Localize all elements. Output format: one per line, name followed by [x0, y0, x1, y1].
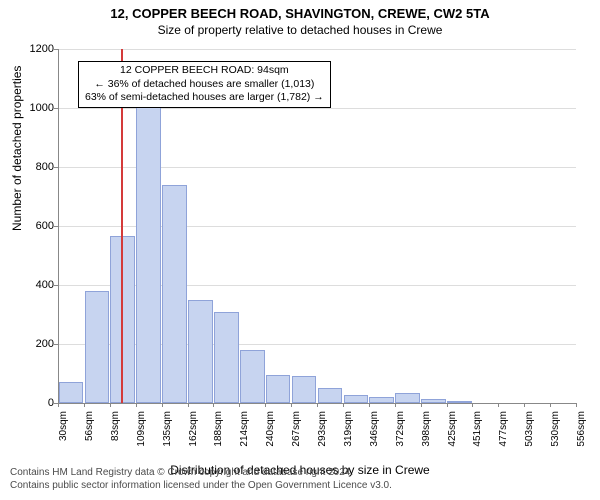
x-tick-label: 135sqm [162, 411, 173, 451]
histogram-bar [292, 376, 317, 403]
histogram-bar [59, 382, 84, 403]
y-tick-label: 1200 [4, 43, 54, 55]
y-axis-label: Number of detached properties [10, 66, 24, 231]
histogram-bar [85, 291, 110, 403]
histogram-bar [318, 388, 343, 403]
x-tick-label: 398sqm [421, 411, 432, 451]
y-axis [58, 49, 59, 403]
histogram-bar [395, 393, 420, 403]
histogram-bar [240, 350, 265, 403]
x-tick-label: 425sqm [447, 411, 458, 451]
y-tick-label: 200 [4, 338, 54, 350]
footer-line: Contains HM Land Registry data © Crown c… [10, 466, 590, 479]
x-tick-label: 188sqm [213, 411, 224, 451]
x-tick-label: 240sqm [265, 411, 276, 451]
annotation-line: 12 COPPER BEECH ROAD: 94sqm [85, 64, 324, 78]
x-tick-label: 556sqm [576, 411, 587, 451]
annotation-box: 12 COPPER BEECH ROAD: 94sqm ← 36% of det… [78, 61, 331, 108]
x-tick-label: 83sqm [110, 411, 121, 451]
chart-title-main: 12, COPPER BEECH ROAD, SHAVINGTON, CREWE… [0, 0, 600, 21]
annotation-line: ← 36% of detached houses are smaller (1,… [85, 78, 324, 92]
x-tick-label: 56sqm [84, 411, 95, 451]
y-tick-label: 400 [4, 279, 54, 291]
footer: Contains HM Land Registry data © Crown c… [0, 460, 600, 500]
x-tick-label: 162sqm [188, 411, 199, 451]
histogram-bar [188, 300, 213, 403]
chart-title-sub: Size of property relative to detached ho… [0, 21, 600, 41]
histogram-bar [136, 92, 161, 403]
x-tick-label: 503sqm [524, 411, 535, 451]
y-tick-label: 0 [4, 397, 54, 409]
y-tick-label: 800 [4, 161, 54, 173]
footer-line: Contains public sector information licen… [10, 479, 590, 492]
histogram-bar [214, 312, 239, 403]
x-tick-label: 267sqm [291, 411, 302, 451]
x-tick-label: 451sqm [472, 411, 483, 451]
chart-container: Number of detached properties Distributi… [0, 41, 600, 461]
y-tick-label: 1000 [4, 102, 54, 114]
x-tick-label: 319sqm [343, 411, 354, 451]
x-tick-label: 346sqm [369, 411, 380, 451]
x-tick-label: 293sqm [317, 411, 328, 451]
x-tick-label: 214sqm [239, 411, 250, 451]
histogram-bar [266, 375, 291, 403]
annotation-line: 63% of semi-detached houses are larger (… [85, 91, 324, 105]
x-tick-label: 30sqm [58, 411, 69, 451]
x-tick-label: 109sqm [136, 411, 147, 451]
x-tick-label: 530sqm [550, 411, 561, 451]
histogram-bar [344, 395, 369, 403]
x-tick-label: 372sqm [395, 411, 406, 451]
x-tick-label: 477sqm [498, 411, 509, 451]
histogram-bar [162, 185, 187, 403]
y-tick-label: 600 [4, 220, 54, 232]
